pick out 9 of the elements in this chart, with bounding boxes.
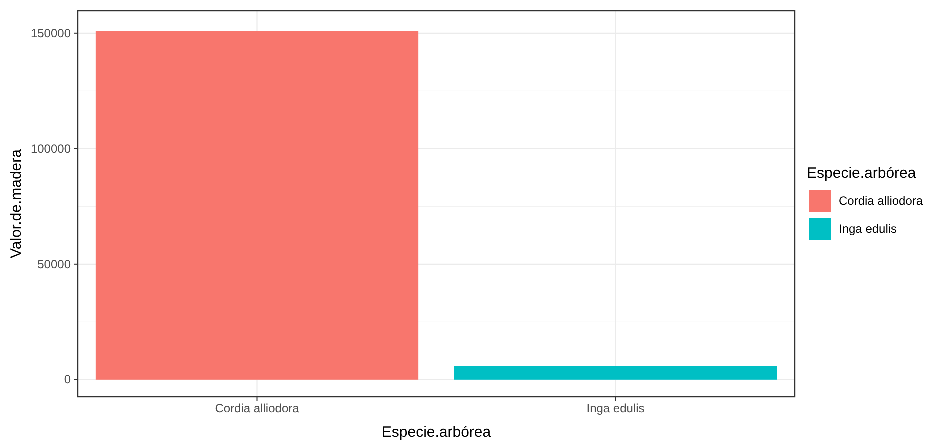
y-tick-label: 50000	[38, 257, 72, 272]
x-axis-title: Especie.arbórea	[382, 424, 492, 440]
legend-label: Inga edulis	[839, 222, 898, 236]
y-tick-label: 0	[64, 372, 72, 387]
y-tick-label: 100000	[30, 142, 72, 156]
legend-label: Cordia alliodora	[839, 194, 924, 208]
legend-title: Especie.arbórea	[807, 165, 917, 182]
y-axis-title: Valor.de.madera	[8, 148, 25, 258]
y-tick-label: 150000	[30, 26, 72, 40]
